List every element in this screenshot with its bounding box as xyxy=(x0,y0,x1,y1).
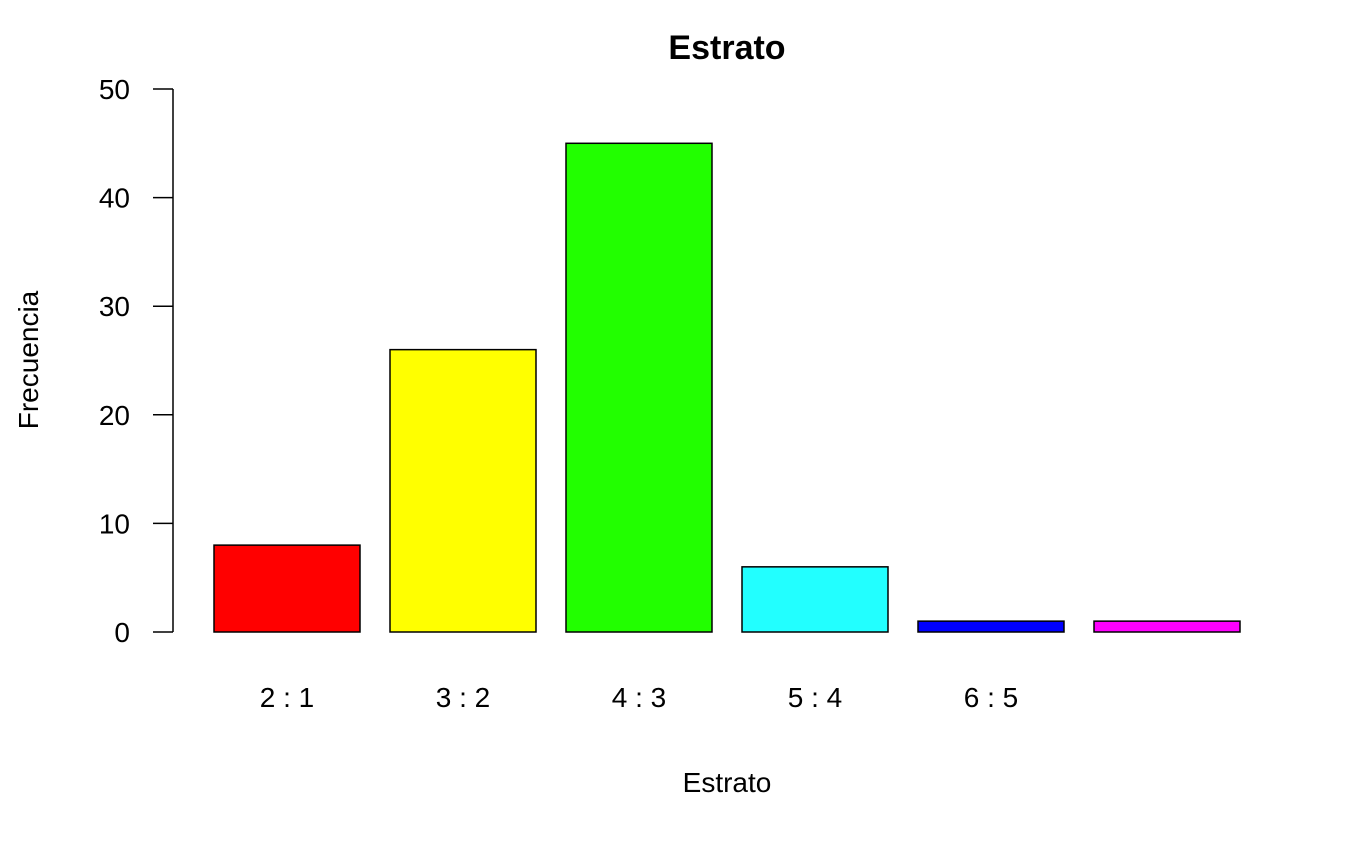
y-tick-label: 10 xyxy=(99,508,130,539)
bar xyxy=(917,620,1065,633)
bar xyxy=(389,348,537,633)
x-tick-label: 4 : 3 xyxy=(612,682,666,713)
x-tick-label: 2 : 1 xyxy=(260,682,314,713)
y-tick-label: 40 xyxy=(99,183,130,214)
bar xyxy=(565,142,713,633)
x-tick-label: 3 : 2 xyxy=(436,682,490,713)
y-axis-label: Frecuencia xyxy=(13,290,44,429)
y-tick-label: 0 xyxy=(114,617,130,648)
x-tick-label: 5 : 4 xyxy=(788,682,842,713)
y-tick-label: 20 xyxy=(99,400,130,431)
x-tick-labels: 2 : 1 3 : 2 4 : 3 5 : 4 6 : 5 xyxy=(260,682,1018,713)
chart-title: Estrato xyxy=(668,29,785,67)
bar xyxy=(1093,620,1241,633)
y-tick-label: 30 xyxy=(99,291,130,322)
x-axis-label: Estrato xyxy=(683,767,772,798)
bar xyxy=(741,566,889,633)
bar xyxy=(213,544,361,633)
y-tick-label: 50 xyxy=(99,74,130,105)
bars-group xyxy=(213,142,1241,633)
y-axis: 0 10 20 30 40 50 xyxy=(99,74,174,648)
x-tick-label: 6 : 5 xyxy=(964,682,1018,713)
